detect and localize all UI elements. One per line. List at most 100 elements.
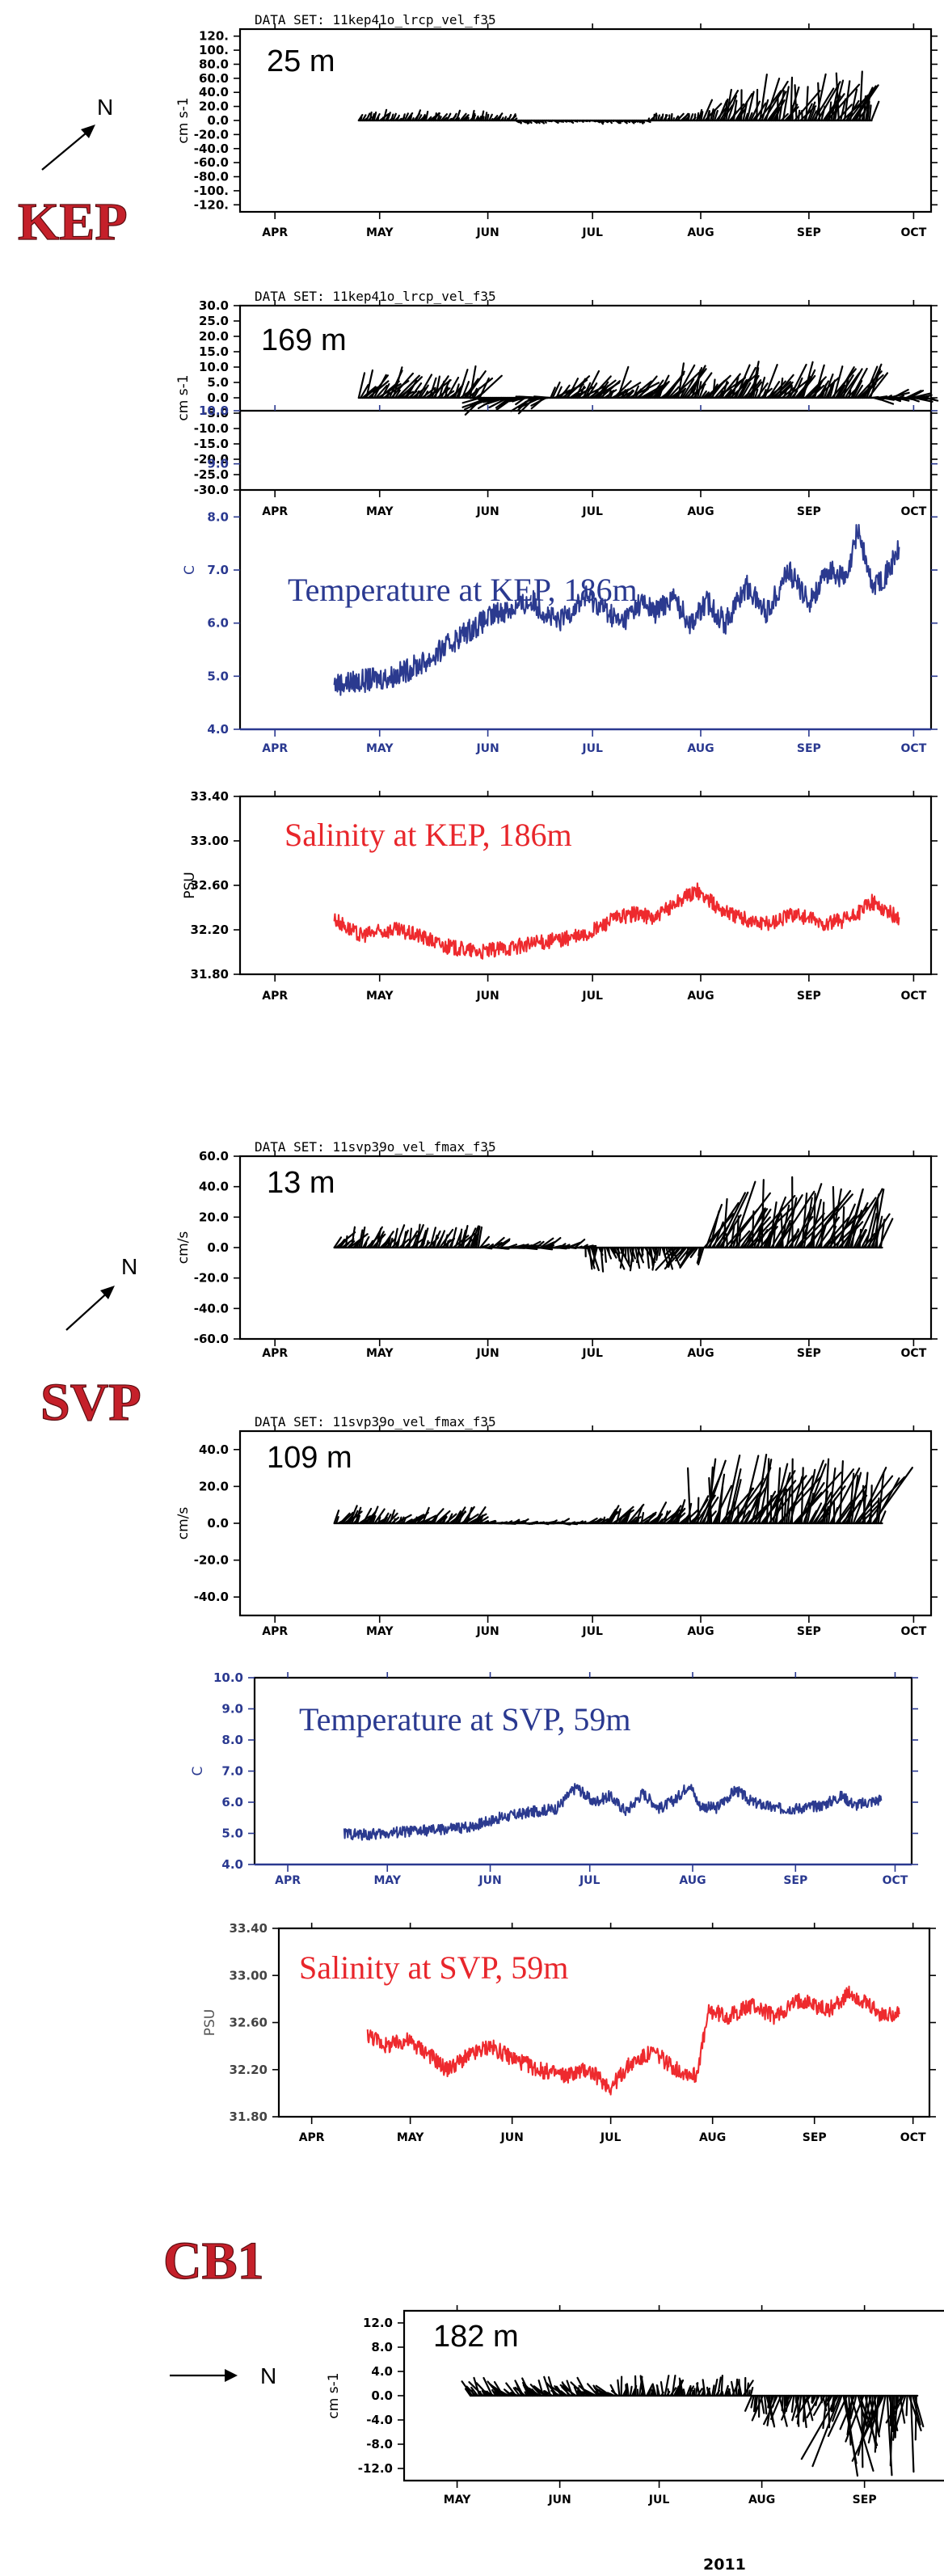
velocity-stick: [754, 388, 759, 399]
velocity-stick: [457, 1514, 463, 1525]
velocity-stick: [640, 1512, 645, 1525]
velocity-stick: [649, 379, 664, 399]
month-label: JUL: [600, 2131, 622, 2144]
velocity-stick: [415, 1223, 421, 1249]
velocity-stick: [761, 1179, 765, 1249]
depth-label: 169 m: [261, 323, 347, 357]
velocity-stick: [808, 1198, 822, 1249]
velocity-stick: [735, 93, 753, 122]
y-tick-label: 80.0: [199, 57, 229, 71]
velocity-stick: [748, 112, 753, 122]
velocity-stick: [730, 2380, 735, 2397]
velocity-stick: [811, 110, 818, 122]
velocity-stick: [744, 1208, 765, 1249]
velocity-stick: [879, 1510, 887, 1525]
month-label: OCT: [901, 226, 927, 239]
velocity-stick: [727, 389, 735, 399]
velocity-stick: [584, 370, 601, 399]
velocity-stick: [877, 1471, 885, 1525]
velocity-stick: [672, 1246, 682, 1256]
velocity-stick: [468, 2381, 484, 2397]
month-label: MAY: [444, 2494, 471, 2506]
velocity-stick: [762, 1231, 772, 1249]
velocity-stick: [835, 1499, 853, 1525]
y-tick-label: -40.0: [194, 1301, 229, 1315]
velocity-stick: [389, 1509, 396, 1525]
velocity-stick: [442, 1514, 447, 1525]
month-label: AUG: [687, 1347, 714, 1360]
y-tick-label: 0.0: [207, 113, 229, 128]
velocity-stick: [660, 113, 664, 122]
y-tick-label: 25.0: [199, 314, 229, 328]
station-legend-kep: N KEP: [17, 95, 128, 252]
series-line: [343, 1783, 883, 1841]
series-title: Salinity at SVP, 59m: [299, 1949, 568, 1986]
y-tick-label: 33.40: [230, 1921, 268, 1936]
velocity-stick: [386, 112, 391, 122]
velocity-stick: [794, 2394, 798, 2404]
velocity-stick: [394, 1224, 406, 1249]
velocity-stick: [371, 386, 377, 399]
velocity-stick: [847, 1189, 864, 1249]
velocity-stick: [467, 1240, 471, 1249]
velocity-stick: [825, 1505, 829, 1525]
velocity-stick: [731, 376, 740, 399]
velocity-stick: [824, 2394, 833, 2409]
velocity-stick: [373, 111, 377, 122]
velocity-stick: [782, 86, 790, 122]
velocity-stick: [807, 1189, 852, 1249]
y-tick-label: 32.60: [191, 878, 229, 893]
velocity-stick: [641, 2378, 647, 2397]
panel-kep-169m-velocity: 30.025.020.015.010.05.00.0-5.0-10.0-15.0…: [175, 289, 939, 518]
velocity-stick: [775, 1467, 782, 1525]
y-tick-label: -8.0: [366, 2437, 393, 2451]
velocity-stick: [578, 385, 585, 399]
velocity-stick: [874, 396, 895, 405]
month-label: JUL: [581, 990, 603, 1003]
velocity-stick: [533, 2387, 546, 2397]
month-label: JUN: [475, 505, 499, 518]
y-tick-label: 0.0: [207, 391, 229, 405]
velocity-stick: [365, 112, 371, 122]
velocity-stick: [559, 2384, 577, 2397]
y-tick-label: 9.0: [207, 457, 229, 471]
velocity-stick: [697, 381, 702, 399]
velocity-stick: [794, 84, 798, 122]
velocity-stick: [381, 1231, 394, 1249]
velocity-stick: [860, 1476, 906, 1525]
y-tick-label: 5.0: [207, 669, 229, 683]
velocity-stick: [849, 2394, 858, 2420]
velocity-stick: [761, 389, 767, 399]
y-tick-label: 20.0: [199, 329, 229, 344]
velocity-stick: [857, 111, 866, 122]
velocity-stick: [697, 108, 703, 122]
y-tick-label: 7.0: [207, 563, 229, 577]
y-tick-label: -12.0: [358, 2461, 393, 2476]
velocity-stick: [832, 1185, 836, 1249]
month-label: MAY: [366, 990, 394, 1003]
velocity-stick: [419, 1229, 428, 1249]
velocity-stick: [654, 1501, 668, 1525]
velocity-stick: [634, 388, 643, 399]
velocity-stick: [738, 2384, 743, 2397]
velocity-stick: [672, 371, 701, 399]
y-tick-label: 10.0: [213, 1670, 243, 1685]
velocity-stick: [417, 114, 423, 122]
velocity-stick: [675, 1246, 688, 1262]
month-label: OCT: [901, 1347, 927, 1360]
velocity-stick: [905, 390, 922, 399]
velocity-stick: [689, 113, 694, 122]
velocity-stick: [543, 2375, 552, 2397]
velocity-stick: [457, 369, 469, 399]
velocity-stick: [750, 1499, 760, 1525]
series-title: Temperature at SVP, 59m: [299, 1701, 630, 1738]
velocity-stick: [781, 2394, 784, 2412]
velocity-stick: [713, 109, 719, 122]
y-tick-label: -5.0: [202, 406, 229, 420]
month-label: MAY: [366, 1347, 394, 1360]
velocity-stick: [470, 109, 475, 122]
velocity-stick: [727, 2388, 731, 2397]
velocity-stick: [607, 390, 612, 399]
velocity-stick: [394, 389, 401, 399]
velocity-stick: [778, 2394, 788, 2427]
